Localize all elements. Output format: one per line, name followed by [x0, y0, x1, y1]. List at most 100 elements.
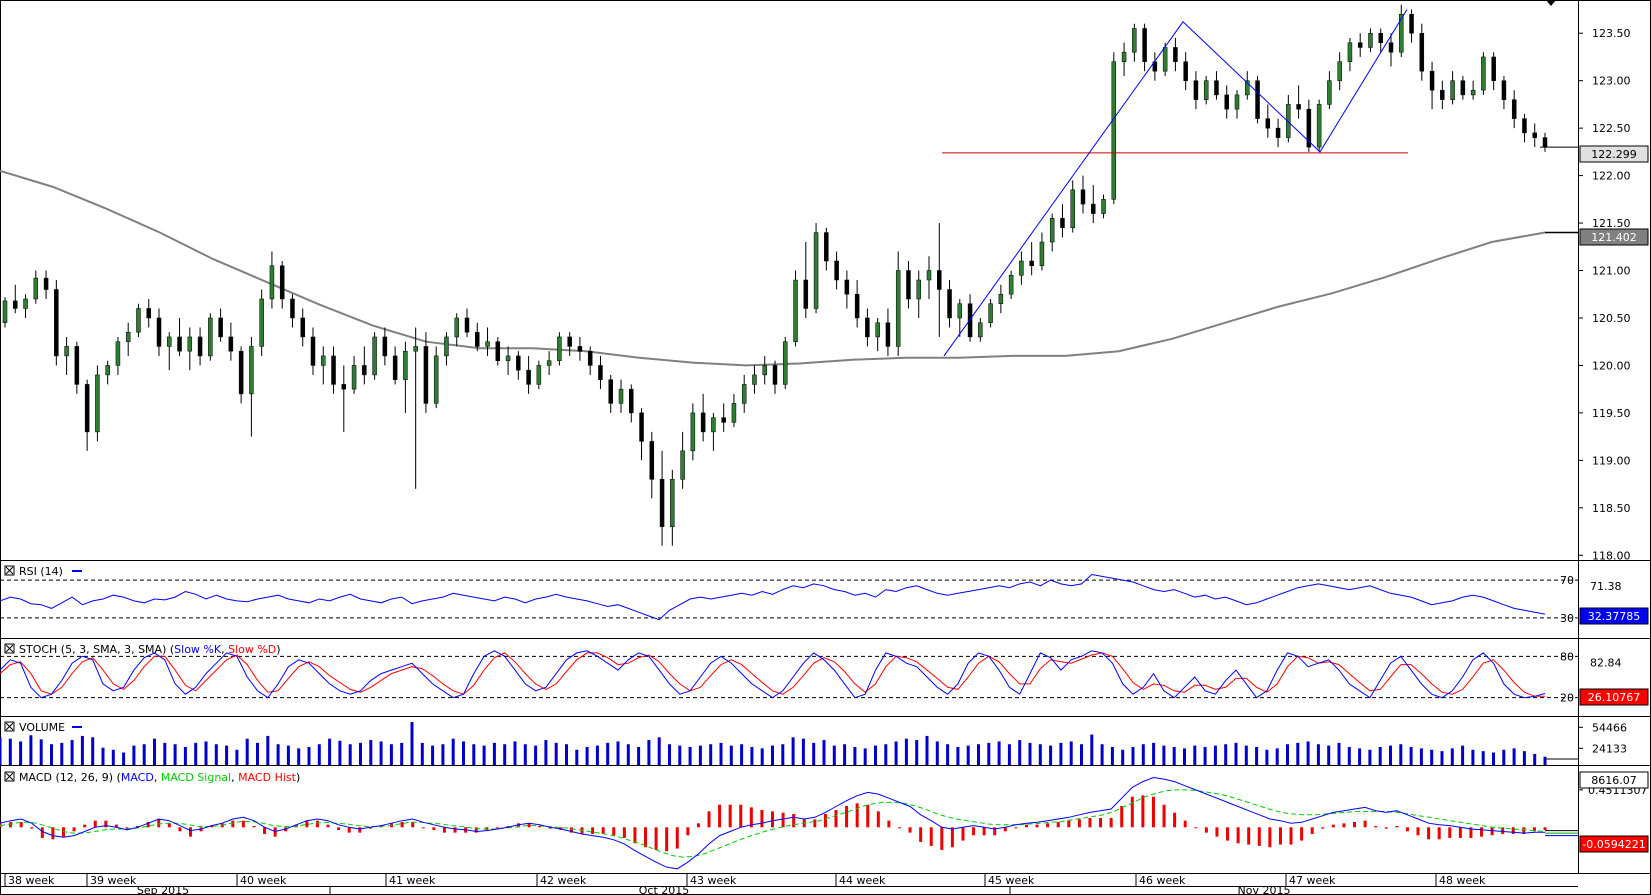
candle-bear	[218, 317, 223, 338]
volume-bar	[1224, 744, 1228, 765]
volume-bar	[987, 742, 991, 765]
volume-bar	[451, 738, 455, 765]
macd-hist-bar	[1405, 827, 1409, 832]
candle-bull	[1245, 80, 1250, 96]
candle-bear	[475, 331, 480, 347]
macd-hist-bar	[421, 827, 425, 829]
candle	[290, 294, 295, 328]
macd-panel: 0.4511307	[0, 776, 1648, 870]
volume-bar	[956, 747, 960, 765]
candle	[1142, 23, 1147, 72]
volume-bar	[1286, 744, 1289, 765]
candle	[1460, 75, 1466, 100]
macd-hist-bar	[19, 821, 23, 828]
candle-bull	[978, 322, 983, 338]
candle-bear	[844, 279, 850, 295]
volume-bar	[1461, 745, 1465, 765]
macd-hist-bar	[1342, 823, 1346, 828]
candle-bull	[64, 346, 69, 357]
candle-bear	[834, 260, 839, 281]
volume-bar	[513, 741, 517, 765]
candle	[1522, 113, 1527, 143]
candle-bull	[1286, 104, 1291, 138]
candle	[1091, 185, 1096, 224]
candle-bull	[875, 322, 880, 338]
candle-bull	[454, 317, 459, 338]
macd-hist-bar	[760, 810, 764, 828]
candle-bull	[1203, 80, 1209, 100]
candle-bull	[1481, 56, 1486, 91]
macd-hist-bar	[707, 811, 711, 828]
candle	[1429, 61, 1435, 110]
candle-bear	[772, 365, 778, 385]
svg-text:26.10767: 26.10767	[1588, 691, 1641, 704]
macd-hist-bar	[1469, 827, 1473, 838]
candle	[752, 365, 757, 394]
volume-bar	[1512, 748, 1516, 765]
candle	[526, 355, 531, 394]
candle	[1203, 75, 1209, 105]
macd-hist-bar	[601, 827, 605, 834]
candle	[187, 327, 193, 371]
week-label-6: 44 week	[839, 874, 886, 887]
candle	[218, 308, 223, 342]
volume-bar	[874, 745, 877, 765]
candle	[279, 261, 285, 309]
candle-bear	[464, 317, 470, 333]
stoch-k-line	[0, 650, 1546, 699]
candle	[403, 341, 408, 413]
volume-bar	[317, 744, 321, 765]
macd-label: MACD (12, 26, 9)	[19, 771, 113, 784]
candle	[916, 270, 921, 318]
candle-bear	[279, 265, 285, 300]
candle-bear	[865, 317, 870, 338]
candle	[577, 336, 583, 361]
macd-hist-bar	[1331, 824, 1335, 828]
macd-hist-bar	[919, 827, 923, 842]
candle-bear	[1460, 80, 1466, 96]
candle	[762, 355, 767, 385]
volume-bar	[791, 737, 795, 765]
candle	[64, 336, 69, 375]
candle-bull	[1132, 28, 1137, 53]
candle-bull	[269, 265, 275, 300]
volume-bar	[719, 742, 723, 765]
candle	[1327, 71, 1332, 110]
volume-bar	[472, 744, 476, 765]
volume-bar	[60, 742, 64, 765]
volume-bar	[688, 747, 692, 765]
candle-bull	[249, 346, 254, 395]
volume-bar	[1327, 745, 1331, 765]
volume-tick-label-0: 54466	[1592, 721, 1627, 734]
candle	[238, 346, 244, 404]
volume-bar	[1419, 748, 1423, 765]
volume-bar	[1522, 751, 1526, 765]
candle	[947, 280, 952, 328]
candle-bear	[1265, 118, 1271, 129]
candle-bull	[793, 279, 798, 342]
candle	[1173, 37, 1178, 72]
stoch-value-badge: 26.10767	[1579, 688, 1649, 706]
candle-bear	[1409, 13, 1414, 34]
candle	[95, 365, 100, 442]
candle-bear	[1542, 137, 1548, 148]
candle-bear	[1306, 108, 1312, 148]
candle-bear	[1173, 47, 1178, 62]
volume-bar	[132, 745, 136, 765]
macd-hist-bar	[368, 827, 372, 829]
price-tick-label-7: 120.00	[1592, 359, 1631, 372]
volume-bar	[50, 744, 53, 765]
macd-hist-bar	[749, 807, 753, 828]
volume-bar	[925, 735, 929, 765]
macd-hist-bar	[1458, 827, 1462, 838]
volume-bar	[801, 738, 805, 765]
stoch-tick-label: 82.84	[1590, 656, 1622, 669]
candle-bull	[1019, 260, 1024, 276]
macd-hist-bar	[1490, 827, 1494, 836]
macd-hist-bar	[834, 810, 838, 828]
macd-hist-bar	[188, 827, 192, 837]
candle	[824, 227, 829, 271]
candle-bull	[680, 450, 685, 480]
macd-hist-bar	[432, 827, 436, 830]
candle	[464, 308, 470, 337]
